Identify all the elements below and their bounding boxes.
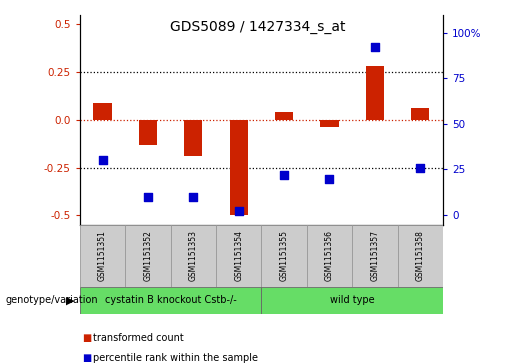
Point xyxy=(144,194,152,200)
Point xyxy=(98,158,107,163)
Bar xyxy=(216,225,261,287)
Bar xyxy=(261,287,443,314)
Bar xyxy=(184,120,202,156)
Text: ■: ■ xyxy=(82,333,92,343)
Bar xyxy=(261,225,307,287)
Point xyxy=(416,165,424,171)
Text: GSM1151354: GSM1151354 xyxy=(234,230,243,281)
Bar xyxy=(93,103,112,120)
Text: cystatin B knockout Cstb-/-: cystatin B knockout Cstb-/- xyxy=(105,295,236,305)
Bar xyxy=(398,225,443,287)
Text: genotype/variation: genotype/variation xyxy=(5,295,98,305)
Bar xyxy=(230,120,248,216)
Text: ■: ■ xyxy=(82,352,92,363)
Text: ▶: ▶ xyxy=(66,295,75,305)
Text: transformed count: transformed count xyxy=(93,333,183,343)
Text: GSM1151355: GSM1151355 xyxy=(280,230,288,281)
Bar xyxy=(125,225,170,287)
Text: GSM1151356: GSM1151356 xyxy=(325,230,334,281)
Bar xyxy=(139,120,157,145)
Point xyxy=(234,208,243,214)
Text: wild type: wild type xyxy=(330,295,374,305)
Text: GSM1151352: GSM1151352 xyxy=(143,230,152,281)
Bar xyxy=(275,112,293,120)
Bar xyxy=(80,225,125,287)
Text: GSM1151351: GSM1151351 xyxy=(98,230,107,281)
Bar xyxy=(366,66,384,120)
Text: GSM1151358: GSM1151358 xyxy=(416,230,425,281)
Point xyxy=(280,172,288,178)
Text: GDS5089 / 1427334_s_at: GDS5089 / 1427334_s_at xyxy=(170,20,345,34)
Text: GSM1151357: GSM1151357 xyxy=(370,230,380,281)
Bar xyxy=(80,287,261,314)
Bar xyxy=(320,120,338,127)
Text: GSM1151353: GSM1151353 xyxy=(189,230,198,281)
Point xyxy=(189,194,197,200)
Bar xyxy=(307,225,352,287)
Point xyxy=(325,176,334,182)
Text: percentile rank within the sample: percentile rank within the sample xyxy=(93,352,258,363)
Bar xyxy=(411,108,430,120)
Point xyxy=(371,44,379,50)
Bar xyxy=(352,225,398,287)
Bar xyxy=(170,225,216,287)
